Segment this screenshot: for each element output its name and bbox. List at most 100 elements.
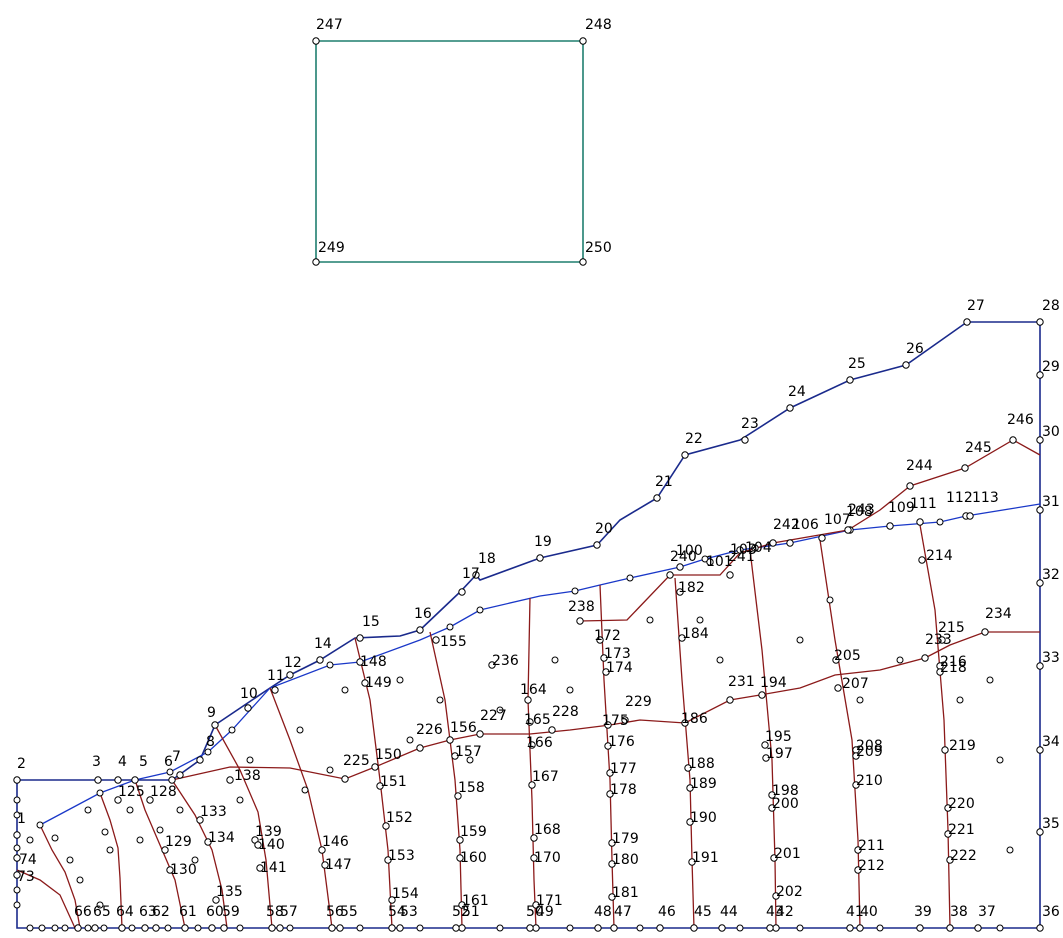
mesh-node-52 bbox=[452, 924, 460, 932]
mesh-node-210 bbox=[852, 781, 860, 789]
mesh-node-173 bbox=[600, 654, 608, 662]
node-label-135: 135 bbox=[216, 884, 243, 900]
node-label-65: 65 bbox=[93, 904, 111, 920]
mesh-node-51 bbox=[458, 924, 466, 932]
node-label-113: 113 bbox=[972, 490, 999, 506]
mesh-node-101 bbox=[706, 558, 714, 566]
node-label-202: 202 bbox=[776, 884, 803, 900]
mesh-node-unlabeled-48 bbox=[496, 706, 504, 714]
mesh-node-45 bbox=[690, 924, 698, 932]
red-upper-band bbox=[579, 439, 1041, 622]
node-label-130: 130 bbox=[170, 862, 197, 878]
mesh-node-245 bbox=[961, 464, 969, 472]
mesh-node-58 bbox=[268, 924, 276, 932]
mesh-node-unlabeled-42 bbox=[326, 766, 334, 774]
node-label-168: 168 bbox=[534, 822, 561, 838]
mesh-node-35 bbox=[1036, 828, 1044, 836]
node-label-18: 18 bbox=[478, 551, 496, 567]
node-label-174: 174 bbox=[606, 660, 633, 676]
mesh-node-189 bbox=[686, 784, 694, 792]
mesh-node-unlabeled-35 bbox=[156, 826, 164, 834]
mesh-node-220 bbox=[944, 804, 952, 812]
mesh-node-unlabeled-43 bbox=[341, 686, 349, 694]
node-label-53: 53 bbox=[400, 904, 418, 920]
node-label-221: 221 bbox=[948, 822, 975, 838]
node-label-228: 228 bbox=[552, 704, 579, 720]
mesh-node-219 bbox=[941, 746, 949, 754]
node-label-231: 231 bbox=[728, 674, 755, 690]
node-label-149: 149 bbox=[365, 675, 392, 691]
mesh-node-174 bbox=[602, 668, 610, 676]
red-curve-6 bbox=[269, 687, 333, 929]
red-small-fan bbox=[16, 869, 76, 929]
node-label-73: 73 bbox=[17, 869, 35, 885]
node-label-40: 40 bbox=[860, 904, 878, 920]
red-curve-14 bbox=[919, 524, 951, 929]
mesh-node-unlabeled-50 bbox=[566, 686, 574, 694]
mesh-node-140 bbox=[254, 841, 262, 849]
node-label-22: 22 bbox=[685, 431, 703, 447]
node-label-107: 107 bbox=[824, 512, 851, 528]
mesh-node-171 bbox=[532, 901, 540, 909]
mesh-node-unlabeled-56 bbox=[856, 696, 864, 704]
mesh-node-202 bbox=[772, 892, 780, 900]
node-label-51: 51 bbox=[462, 904, 480, 920]
mesh-node-242 bbox=[769, 539, 777, 547]
mesh-node-198 bbox=[768, 791, 776, 799]
mesh-node-179 bbox=[608, 839, 616, 847]
node-label-155: 155 bbox=[440, 634, 467, 650]
node-label-103: 103 bbox=[730, 542, 757, 558]
mesh-node-150 bbox=[371, 763, 379, 771]
red-curve-8 bbox=[429, 631, 463, 929]
mesh-node-125 bbox=[114, 796, 122, 804]
node-label-26: 26 bbox=[906, 341, 924, 357]
node-label-216: 216 bbox=[940, 654, 967, 670]
mesh-node-107 bbox=[818, 534, 826, 542]
node-label-222: 222 bbox=[950, 848, 977, 864]
node-label-54: 54 bbox=[388, 904, 406, 920]
mesh-node-218 bbox=[936, 668, 944, 676]
mesh-node-178 bbox=[606, 790, 614, 798]
node-label-16: 16 bbox=[414, 606, 432, 622]
mesh-node-39 bbox=[916, 924, 924, 932]
node-label-38: 38 bbox=[950, 904, 968, 920]
mesh-node-104 bbox=[751, 544, 759, 552]
mesh-node-64 bbox=[118, 924, 126, 932]
node-label-36: 36 bbox=[1042, 904, 1060, 920]
mesh-node-205 bbox=[832, 656, 840, 664]
mesh-node-unlabeled-13 bbox=[496, 924, 504, 932]
node-label-167: 167 bbox=[532, 769, 559, 785]
mesh-node-37 bbox=[974, 924, 982, 932]
mesh-node-unlabeled-18 bbox=[876, 924, 884, 932]
node-label-207: 207 bbox=[842, 676, 869, 692]
node-label-247: 247 bbox=[316, 17, 343, 33]
mesh-node-247 bbox=[312, 37, 320, 45]
node-label-32: 32 bbox=[1042, 567, 1060, 583]
node-label-165: 165 bbox=[524, 712, 551, 728]
node-label-244: 244 bbox=[906, 458, 933, 474]
node-label-164: 164 bbox=[520, 682, 547, 698]
mesh-node-unlabeled-7 bbox=[164, 924, 172, 932]
node-label-31: 31 bbox=[1042, 494, 1060, 510]
node-label-225: 225 bbox=[343, 753, 370, 769]
mesh-node-41 bbox=[846, 924, 854, 932]
node-label-212: 212 bbox=[858, 858, 885, 874]
red-curve-1 bbox=[39, 824, 81, 929]
mesh-node-unlabeled-40 bbox=[296, 726, 304, 734]
mesh-node-160 bbox=[456, 854, 464, 862]
mesh-node-19 bbox=[536, 554, 544, 562]
mesh-node-113 bbox=[966, 512, 974, 520]
mesh-node-228 bbox=[548, 726, 556, 734]
mesh-node-200 bbox=[768, 804, 776, 812]
red-curve-5 bbox=[214, 724, 273, 929]
mesh-node-164 bbox=[524, 696, 532, 704]
mesh-node-111 bbox=[916, 518, 924, 526]
node-label-34: 34 bbox=[1042, 734, 1060, 750]
mesh-node-unlabeled-46 bbox=[436, 696, 444, 704]
mesh-node-unlabeled-24 bbox=[13, 901, 21, 909]
node-label-157: 157 bbox=[455, 744, 482, 760]
mesh-node-238 bbox=[576, 617, 584, 625]
mesh-node-165 bbox=[526, 718, 534, 726]
mesh-node-unlabeled-45 bbox=[406, 736, 414, 744]
node-label-30: 30 bbox=[1042, 424, 1060, 440]
